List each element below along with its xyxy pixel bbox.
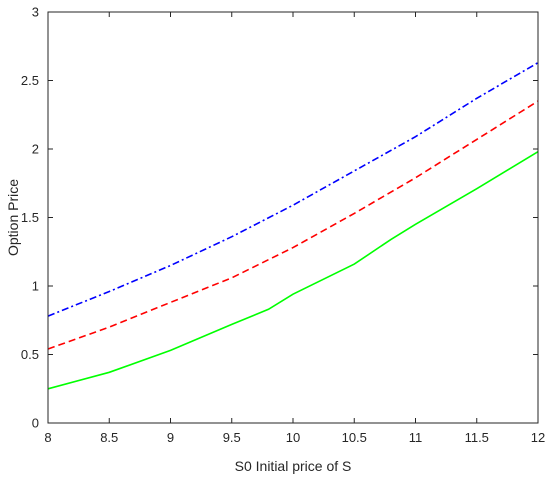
x-axis-label: S0 Initial price of S: [235, 458, 352, 474]
x-tick-label: 12: [531, 430, 545, 445]
y-axis-ticks: 0 0.5 1 1.5 2 2.5 3: [21, 5, 538, 431]
y-tick-label: 0: [32, 416, 39, 431]
series-line-3: [47, 151, 539, 390]
y-tick-label: 1: [32, 279, 39, 294]
x-tick-label: 10: [286, 430, 300, 445]
x-axis-ticks: 8 8.5 9 9.5 10 10.5 11 11.5 12: [44, 12, 545, 445]
x-tick-label: 11: [409, 430, 423, 445]
series-line-2: [47, 100, 539, 350]
x-tick-label: 9: [167, 430, 174, 445]
y-tick-label: 3: [32, 5, 39, 20]
plot-area: [48, 12, 538, 423]
x-tick-label: 9.5: [223, 430, 241, 445]
y-tick-label: 1.5: [21, 210, 39, 225]
x-tick-label: 10.5: [342, 430, 367, 445]
x-tick-label: 8.5: [100, 430, 118, 445]
series-layer: [47, 62, 539, 390]
y-tick-label: 2.5: [21, 73, 39, 88]
y-tick-label: 2: [32, 142, 39, 157]
x-tick-label: 11.5: [465, 430, 489, 445]
x-tick-label: 8: [44, 430, 51, 445]
y-tick-label: 0.5: [21, 347, 39, 362]
y-axis-label: Option Price: [5, 179, 21, 256]
